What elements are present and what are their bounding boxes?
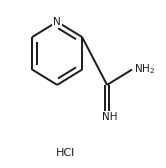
- Text: HCl: HCl: [56, 149, 75, 158]
- Text: NH: NH: [102, 112, 118, 122]
- Text: N: N: [53, 17, 61, 27]
- Text: NH$_2$: NH$_2$: [134, 63, 155, 76]
